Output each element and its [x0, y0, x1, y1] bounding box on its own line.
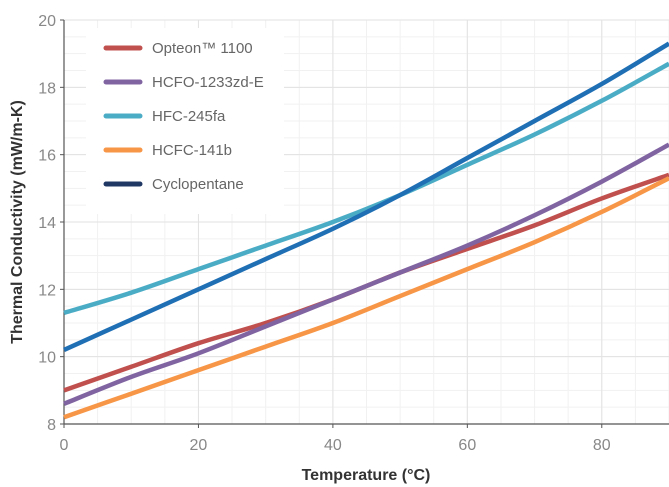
x-axis-ticks: 0 20 40 60 80	[60, 424, 611, 454]
legend-label: HCFC-141b	[152, 142, 232, 159]
legend-label: Cyclopentane	[152, 176, 244, 193]
y-tick-label: 20	[38, 13, 56, 30]
y-tick-label: 10	[38, 350, 56, 367]
x-tick-label: 20	[190, 437, 208, 454]
series-line-hfc-245fa	[63, 61, 669, 316]
legend-label: HCFO-1233zd-E	[152, 74, 264, 91]
x-tick-label: 40	[324, 437, 342, 454]
y-axis-title: Thermal Conductivity (mW/m-K)	[9, 100, 26, 344]
legend-label: Opteon™ 1100	[152, 40, 253, 57]
x-tick-label: 0	[60, 437, 69, 454]
y-tick-label: 16	[38, 148, 56, 165]
y-tick-label: 8	[47, 417, 56, 434]
x-tick-label: 80	[593, 437, 611, 454]
series-line-cyclopentane	[63, 41, 669, 352]
x-axis-title: Temperature (°C)	[302, 467, 431, 484]
y-tick-label: 18	[38, 80, 56, 97]
x-tick-label: 60	[458, 437, 476, 454]
y-axis-ticks: 8 10 12 14 16 18 20	[38, 13, 64, 434]
y-tick-label: 12	[38, 282, 56, 299]
series-line-hcfo-1233zd-e	[63, 142, 669, 406]
y-tick-label: 14	[38, 215, 56, 232]
series-lines	[63, 41, 669, 420]
legend-label: HFC-245fa	[152, 108, 226, 125]
legend: Opteon™ 1100 HCFO-1233zd-E HFC-245fa HCFC-1…	[86, 28, 284, 214]
series-line-hcfc-141b	[63, 176, 669, 420]
